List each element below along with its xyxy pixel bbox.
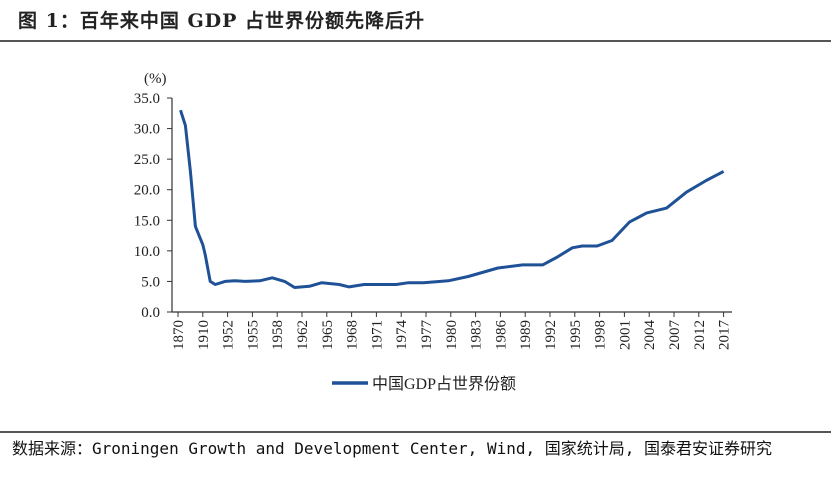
- y-tick-label: 10.0: [134, 244, 160, 260]
- y-tick-label: 35.0: [134, 91, 160, 107]
- x-tick-label: 2004: [642, 320, 658, 351]
- x-tick-label: 1962: [295, 320, 311, 350]
- x-tick-label: 1983: [469, 320, 485, 350]
- y-tick-label: 15.0: [134, 213, 160, 229]
- x-tick-label: 2007: [667, 320, 683, 351]
- title-divider: [0, 40, 831, 42]
- x-tick-label: 1965: [320, 320, 336, 350]
- series-line-china-gdp-share: [179, 109, 725, 289]
- x-tick-label: 1980: [444, 320, 460, 350]
- x-tick-label: 1998: [593, 320, 609, 350]
- x-tick-label: 2012: [692, 320, 708, 350]
- source-note: 数据来源：Groningen Growth and Development Ce…: [12, 439, 773, 458]
- y-tick-label: 0.0: [141, 305, 160, 321]
- x-tick-label: 1971: [369, 320, 385, 350]
- y-tick-label: 25.0: [134, 152, 160, 168]
- y-axis-unit: (%): [144, 71, 167, 87]
- x-tick-label: 1955: [245, 320, 261, 350]
- y-tick-label: 20.0: [134, 183, 160, 199]
- x-tick-label: 1952: [221, 320, 237, 350]
- figure-title: 图 1：百年来中国 GDP 占世界份额先降后升: [18, 10, 426, 32]
- y-tick-label: 5.0: [141, 274, 160, 290]
- x-tick-label: 1974: [394, 320, 410, 351]
- source-divider: [0, 431, 831, 433]
- legend-label: 中国GDP占世界份额: [372, 375, 516, 393]
- x-tick-label: 1995: [568, 320, 584, 350]
- x-tick-label: 1986: [493, 320, 509, 351]
- x-tick-label: 1968: [345, 320, 361, 350]
- x-tick-label: 1958: [270, 320, 286, 350]
- y-tick-label: 30.0: [134, 122, 160, 138]
- x-tick-label: 1989: [518, 320, 534, 350]
- x-tick-label: 2017: [717, 320, 733, 351]
- x-tick-label: 1977: [419, 320, 435, 351]
- x-tick-label: 1870: [171, 320, 187, 350]
- line-chart: (%) 0.0 5.0 10.0 15.0 20.0 25.0 30.0 35.0 1870 191…: [134, 71, 733, 393]
- x-tick-label: 1992: [543, 320, 559, 350]
- x-tick-label: 1910: [196, 320, 212, 350]
- x-tick-label: 2001: [617, 320, 633, 350]
